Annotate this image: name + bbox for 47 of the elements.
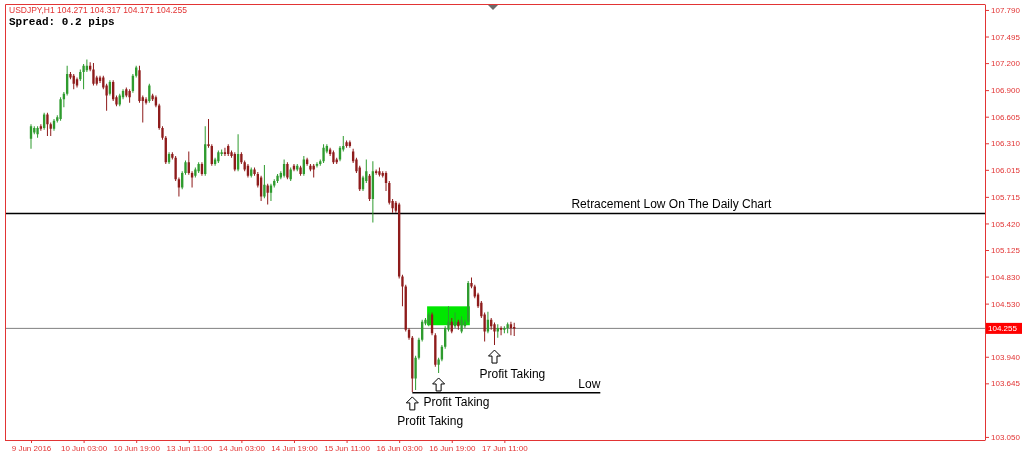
x-tick-label: 17 Jun 11:00 xyxy=(482,443,529,453)
y-tick-label: 104.530 xyxy=(991,299,1021,309)
candlestick xyxy=(217,150,220,164)
y-tick-label: 106.605 xyxy=(991,112,1021,122)
x-tick-label: 16 Jun 19:00 xyxy=(429,443,476,453)
y-tick-label: 103.645 xyxy=(991,379,1021,389)
candlestick xyxy=(506,322,509,334)
candlestick xyxy=(263,164,266,199)
candlestick xyxy=(434,333,437,367)
y-tick-label: 103.940 xyxy=(991,352,1021,362)
y-tick-label: 106.900 xyxy=(991,86,1021,96)
text: Spread: 0.2 pips xyxy=(9,16,115,28)
candlestick xyxy=(493,322,496,346)
x-tick-label: 13 Jun 11:00 xyxy=(166,443,213,453)
y-tick-label: 103.050 xyxy=(991,433,1021,442)
candlestick xyxy=(503,326,506,334)
candlestick xyxy=(460,316,463,334)
candlestick xyxy=(332,150,335,164)
ref-line-label: Retracement Low On The Daily Chart xyxy=(571,196,772,211)
y-tick-label: 105.420 xyxy=(991,219,1021,229)
y-tick-label: 105.125 xyxy=(991,246,1021,256)
x-tick-label: 15 Jun 11:00 xyxy=(324,443,371,453)
y-tick-label: 104.830 xyxy=(991,272,1021,282)
candlestick xyxy=(46,112,49,137)
y-tick-label: 106.015 xyxy=(991,165,1021,175)
candlestick xyxy=(266,183,269,205)
x-tick-label: 10 Jun 03:00 xyxy=(60,443,108,453)
annotation: Profit Taking xyxy=(397,413,464,428)
x-tick-label: 16 Jun 03:00 xyxy=(376,443,424,453)
y-tick-label: 106.310 xyxy=(991,139,1021,149)
x-tick-label: 9 Jun 2016 xyxy=(11,443,52,453)
ref-line-label: 104.255 xyxy=(988,324,1018,334)
x-tick-label: 14 Jun 19:00 xyxy=(271,443,319,453)
x-tick-label: 10 Jun 19:00 xyxy=(113,443,161,453)
candlestick xyxy=(92,63,95,86)
candlestick xyxy=(378,167,381,177)
y-tick-label: 107.495 xyxy=(991,32,1021,42)
annotation: Profit Taking xyxy=(479,367,546,382)
y-tick-label: 105.715 xyxy=(991,192,1021,202)
x-tick-label: 14 Jun 03:00 xyxy=(218,443,266,453)
ref-line-label: Low xyxy=(578,376,601,391)
chart-title: USDJPY,H1 104.271 104.317 104.171 104.255 xyxy=(9,5,188,15)
y-tick-label: 107.200 xyxy=(991,59,1021,69)
annotation: Profit Taking xyxy=(423,394,490,409)
y-tick-label: 107.790 xyxy=(991,6,1021,16)
candlestick xyxy=(128,89,131,103)
candlestick xyxy=(345,140,348,148)
